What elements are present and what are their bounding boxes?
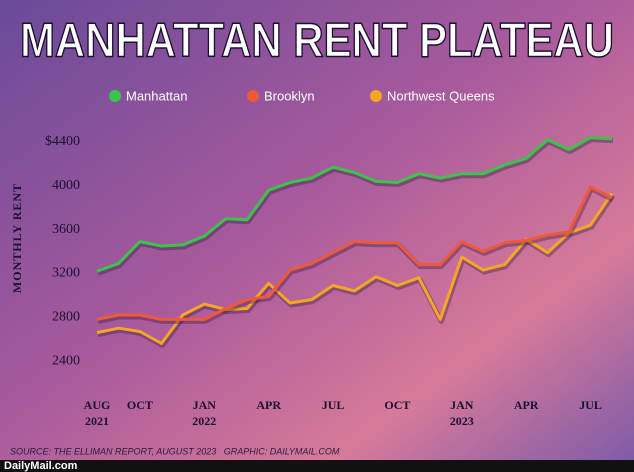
y-tick-label: 3600: [52, 222, 80, 237]
x-tick-label: OCT: [384, 398, 410, 412]
line-shadow: [97, 186, 615, 324]
x-tick-label: JAN 2022: [192, 398, 216, 428]
y-tick-label: 2800: [52, 309, 80, 324]
y-tick-label: $4400: [45, 134, 80, 149]
footer-bar: [0, 460, 634, 472]
legend-marker: [247, 90, 259, 102]
x-tick-label: APR: [256, 398, 281, 412]
x-tick-label: AUG 2021: [84, 398, 111, 428]
y-tick-label: 2400: [52, 353, 80, 368]
chart-title: MANHATTAN RENT PLATEAU: [20, 15, 614, 68]
x-tick-label: JUL: [322, 398, 345, 412]
series-line: [96, 185, 613, 321]
series-line: [96, 136, 613, 273]
y-tick-label: 4000: [52, 178, 80, 193]
source-note: SOURCE: THE ELLIMAN REPORT, AUGUST 2023 …: [10, 446, 340, 456]
legend-marker: [370, 90, 382, 102]
legend-marker: [109, 90, 121, 102]
x-tick-label: JAN 2023: [450, 398, 474, 428]
y-axis-label: MONTHLY RENT: [10, 183, 24, 293]
logo: DailyMail.com: [4, 460, 78, 472]
x-tick-label: OCT: [127, 398, 153, 412]
x-tick-label: APR: [514, 398, 539, 412]
legend-label: Manhattan: [126, 88, 187, 103]
legend-label: Northwest Queens: [387, 88, 495, 103]
legend-label: Brooklyn: [264, 88, 315, 103]
x-tick-label: JUL: [579, 398, 602, 412]
y-tick-label: 3200: [52, 266, 80, 281]
